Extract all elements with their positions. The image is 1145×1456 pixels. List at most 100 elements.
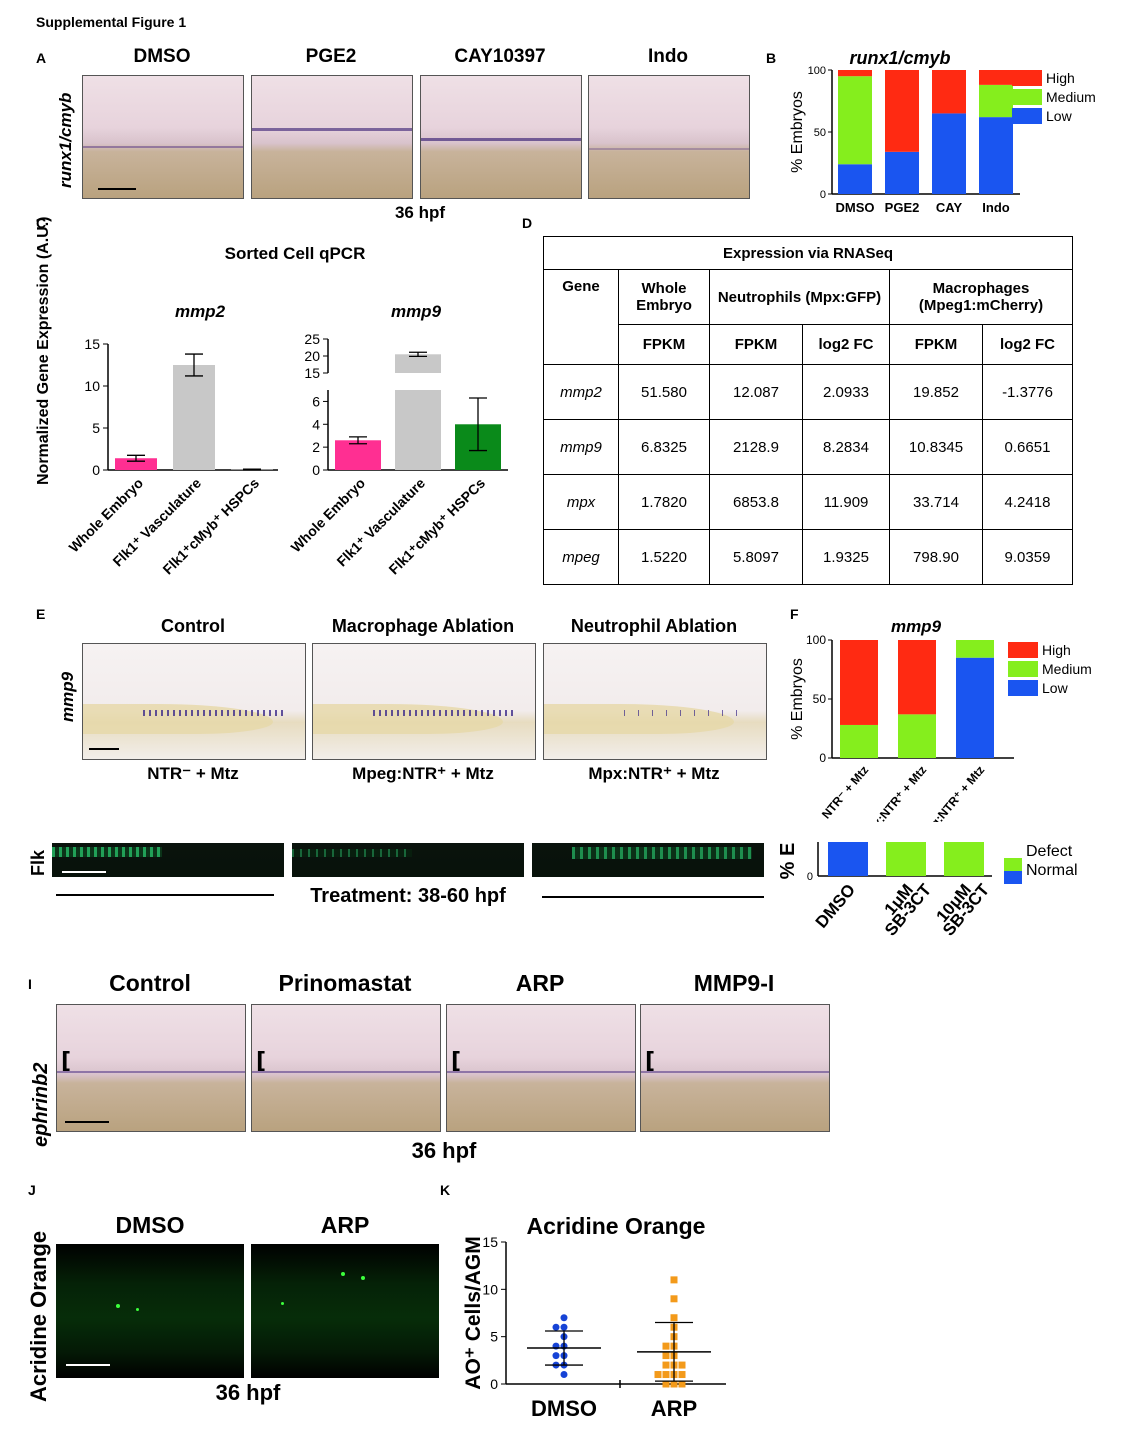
table-cell: 8.2834: [802, 419, 890, 475]
data-point: [560, 1314, 568, 1322]
panel-b-chart: runx1/cmyb 0 50 100 % Embryos DMSO PGE2 CAY Indo…: [789, 48, 1096, 215]
bar-medium: [956, 640, 994, 658]
scale-bar: [89, 748, 119, 750]
table-sub-2: FPKM: [709, 324, 803, 365]
x-tick-label: PGE2: [885, 200, 920, 215]
data-point: [560, 1371, 568, 1379]
table-cell: mpeg: [543, 529, 619, 585]
y-tick-label: 25: [304, 331, 320, 347]
scale-bar: [65, 1121, 109, 1123]
panel-e-image-control: [82, 643, 306, 760]
treatment-line-left: [56, 894, 274, 896]
figure-title: Supplemental Figure 1: [36, 14, 187, 30]
chart-title: Acridine Orange: [527, 1213, 706, 1239]
panel-e-ylabel: mmp9: [58, 671, 77, 722]
panel-i-cond-1: Control: [109, 970, 191, 996]
y-tick-label: 4: [312, 416, 320, 432]
table-cell: mpx: [543, 474, 619, 530]
bar-high: [840, 640, 878, 725]
table-row: mpeg 1.5220 5.8097 1.9325 798.90 9.0359: [543, 529, 1073, 585]
panel-i-image-arp: [: [446, 1004, 636, 1132]
panel-e-cond-1: Control: [161, 616, 225, 636]
y-tick-label: 5: [490, 1329, 498, 1345]
subplot-title: mmp2: [175, 302, 226, 321]
table-cell: mmp2: [543, 364, 619, 420]
panel-a-image-cay: [420, 75, 582, 199]
bar: [115, 458, 157, 470]
panel-a-image-pge2: [251, 75, 413, 199]
table-cell: 1.9325: [802, 529, 890, 585]
panel-letter-c: C: [36, 215, 47, 231]
table-row: mpx 1.7820 6853.8 11.909 33.714 4.2418: [543, 474, 1073, 530]
panel-i-image-control: [: [56, 1004, 246, 1132]
bar: [395, 354, 441, 373]
panel-a-cond-4: Indo: [647, 46, 689, 67]
panel-e-cond-2: Macrophage Ablation: [331, 616, 515, 636]
legend-label: Medium: [1046, 89, 1096, 105]
flk-image-1: [52, 843, 284, 877]
panel-j-image-dmso: [56, 1244, 244, 1378]
subplot-title: mmp9: [391, 302, 442, 321]
bracket-marker: [: [61, 1049, 72, 1074]
panel-j-image-arp: [251, 1244, 439, 1378]
panel-letter-k: K: [440, 1182, 451, 1198]
bar-normal: [828, 842, 868, 876]
x-tick-label: DMSO: [836, 200, 875, 215]
panel-letter-j: J: [28, 1182, 36, 1198]
table-cell: 11.909: [802, 474, 890, 530]
table-cell: 33.714: [889, 474, 983, 530]
bar-low: [838, 164, 872, 194]
panel-a-cond-3: CAY10397: [454, 46, 546, 67]
table-cell: 10.8345: [889, 419, 983, 475]
bracket-marker: [: [256, 1049, 267, 1074]
chart-title: mmp9: [891, 617, 942, 636]
x-tick-label: Indo: [982, 200, 1009, 215]
legend-label: High: [1042, 642, 1071, 658]
y-tick-label: 0: [312, 462, 320, 478]
panel-a-image-indo: [588, 75, 750, 199]
panel-e-cond-3: Neutrophil Ablation: [570, 616, 738, 636]
y-axis-label: % Embryos: [789, 91, 806, 173]
table-row: mmp9 6.8325 2128.9 8.2834 10.8345 0.6651: [543, 419, 1073, 475]
panel-letter-d: D: [522, 215, 533, 231]
data-point: [662, 1361, 670, 1369]
bar-low: [979, 117, 1013, 194]
y-tick-label: 100: [806, 633, 826, 647]
table-cell: 12.087: [709, 364, 803, 420]
table-cell: 6853.8: [709, 474, 803, 530]
bracket-marker: [: [451, 1049, 462, 1074]
data-point: [662, 1371, 670, 1379]
bar-low: [956, 657, 994, 758]
panel-a-image-dmso: [82, 75, 244, 199]
bar-high: [979, 70, 1013, 85]
data-point: [654, 1371, 662, 1379]
data-point: [662, 1380, 670, 1388]
scale-bar: [98, 188, 136, 190]
panel-letter-a: A: [36, 50, 47, 66]
table-head-gene: Gene: [543, 269, 619, 365]
bar-high: [932, 70, 966, 114]
table-cell: -1.3776: [982, 364, 1073, 420]
table-cell: 0.6651: [982, 419, 1073, 475]
panel-j-cond-2: ARP: [320, 1212, 370, 1238]
panel-i-caption: 36 hpf: [411, 1138, 477, 1163]
data-point: [678, 1361, 686, 1369]
legend-label: Medium: [1042, 661, 1092, 677]
y-tick-label: 10: [482, 1281, 498, 1297]
panel-e-image-macrophage: [312, 643, 536, 760]
panel-j-ylabel: Acridine Orange: [26, 1230, 51, 1402]
table-cell: 798.90: [889, 529, 983, 585]
x-tick-label: DMSO: [812, 880, 859, 931]
y-tick-label: 50: [814, 127, 826, 139]
flk-label: Flk: [28, 849, 48, 876]
panel-i-ylabel: ephrinb2: [30, 1062, 52, 1147]
treatment-label: Treatment: 38-60 hpf: [310, 885, 506, 907]
panel-d-table: Expression via RNASeq Gene Whole Embryo …: [543, 236, 1073, 585]
scale-bar: [62, 871, 106, 873]
y-tick-label: 2: [312, 439, 320, 455]
x-tick-label: DMSO: [531, 1396, 597, 1421]
treatment-line-right: [542, 896, 764, 898]
panel-e-image-neutrophil: [543, 643, 767, 760]
table-sub-1: FPKM: [618, 324, 710, 365]
panel-a-caption: 36 hpf: [394, 203, 446, 222]
